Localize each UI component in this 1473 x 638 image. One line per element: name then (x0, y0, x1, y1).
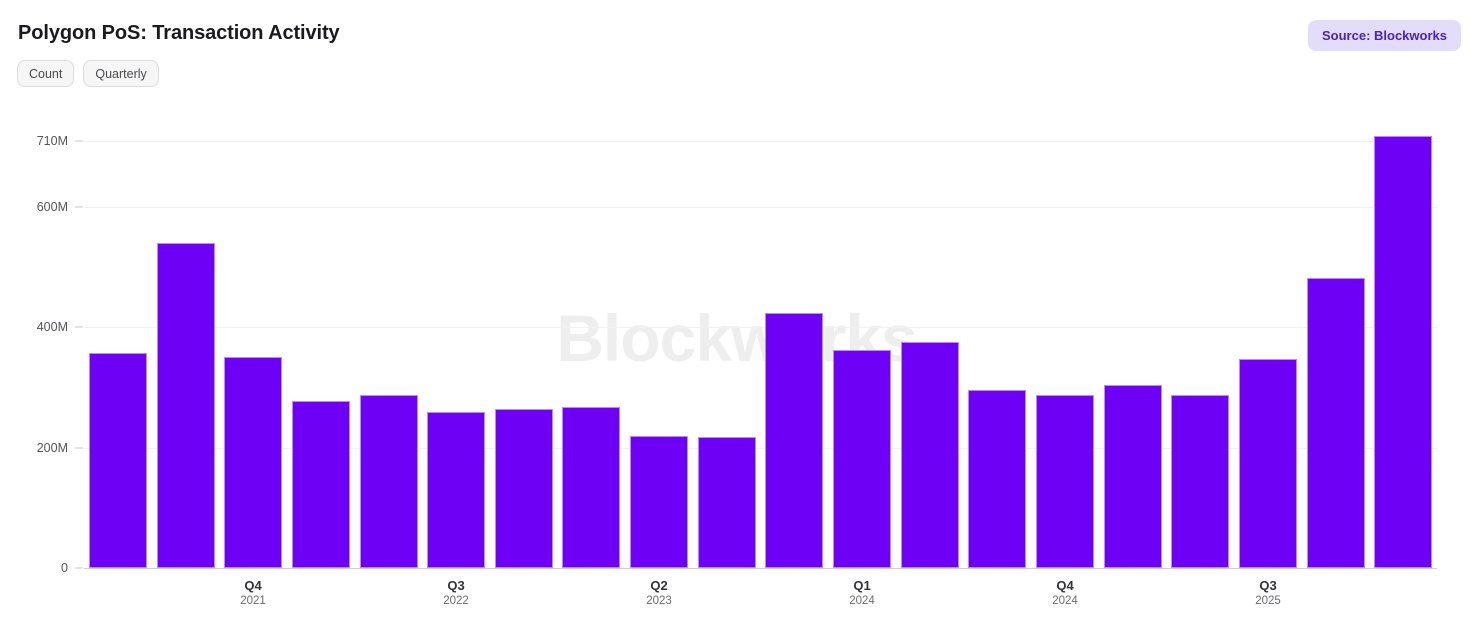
y-tick-label: 200M (36, 440, 68, 455)
bar[interactable] (562, 407, 620, 568)
x-tick-label: Q4 2024 (1052, 578, 1078, 609)
y-tick-mark (75, 447, 83, 449)
y-tick-mark (75, 567, 83, 569)
bar[interactable] (1374, 136, 1432, 568)
x-tick-year: 2024 (1052, 595, 1078, 607)
x-tick-year: 2022 (443, 595, 469, 607)
chart-option-pills: Count Quarterly (17, 60, 159, 87)
x-tick-year: 2023 (646, 595, 672, 607)
bar[interactable] (630, 436, 688, 568)
x-tick-label: Q1 2024 (849, 578, 875, 609)
y-tick-label: 0 (61, 561, 68, 575)
pill-count[interactable]: Count (17, 60, 75, 87)
pill-quarterly[interactable]: Quarterly (83, 60, 159, 87)
x-tick-label: Q4 2021 (240, 578, 266, 609)
bar[interactable] (157, 243, 215, 568)
x-tick-year: 2024 (849, 595, 875, 607)
source-badge[interactable]: Source: Blockworks (1308, 20, 1461, 51)
y-tick-mark (75, 140, 83, 142)
x-tick-label: Q2 2023 (646, 578, 672, 609)
bar[interactable] (901, 342, 959, 568)
y-tick-label: 600M (36, 200, 68, 215)
bar[interactable] (1239, 359, 1297, 568)
gridline (84, 448, 1437, 449)
bar[interactable] (1171, 395, 1229, 568)
x-tick-quarter: Q3 (1259, 578, 1277, 593)
bar[interactable] (360, 395, 418, 568)
x-tick-quarter: Q4 (1056, 578, 1074, 593)
bar[interactable] (765, 313, 823, 568)
gridline (84, 141, 1437, 142)
bar[interactable] (698, 437, 756, 568)
y-tick-mark (75, 206, 83, 208)
x-tick-label: Q3 2022 (443, 578, 469, 609)
x-tick-label: Q3 2025 (1255, 578, 1281, 609)
x-tick-quarter: Q3 (447, 578, 465, 593)
x-axis-labels: Q4 2021 Q3 2022 Q2 2023 Q1 2024 Q4 2024 Q3 2025 (0, 578, 1473, 626)
bar[interactable] (968, 390, 1026, 568)
bar[interactable] (292, 401, 350, 568)
x-tick-year: 2025 (1255, 595, 1281, 607)
bar[interactable] (89, 353, 147, 568)
chart-header: Polygon PoS: Transaction Activity Count … (0, 0, 1473, 96)
y-tick-label: 400M (36, 320, 68, 335)
y-tick-mark (75, 326, 83, 328)
x-tick-quarter: Q1 (853, 578, 871, 593)
bar[interactable] (833, 350, 891, 568)
gridline (84, 327, 1437, 328)
x-tick-quarter: Q2 (650, 578, 668, 593)
bar[interactable] (1104, 385, 1162, 568)
x-axis-line (84, 568, 1437, 569)
x-tick-quarter: Q4 (244, 578, 262, 593)
bar[interactable] (495, 409, 553, 568)
bar[interactable] (1036, 395, 1094, 568)
gridline (84, 207, 1437, 208)
bar[interactable] (427, 412, 485, 568)
bar[interactable] (224, 357, 282, 568)
bar[interactable] (1307, 278, 1365, 568)
page-title: Polygon PoS: Transaction Activity (18, 22, 340, 44)
y-tick-label: 710M (36, 134, 68, 148)
x-tick-year: 2021 (240, 595, 266, 607)
